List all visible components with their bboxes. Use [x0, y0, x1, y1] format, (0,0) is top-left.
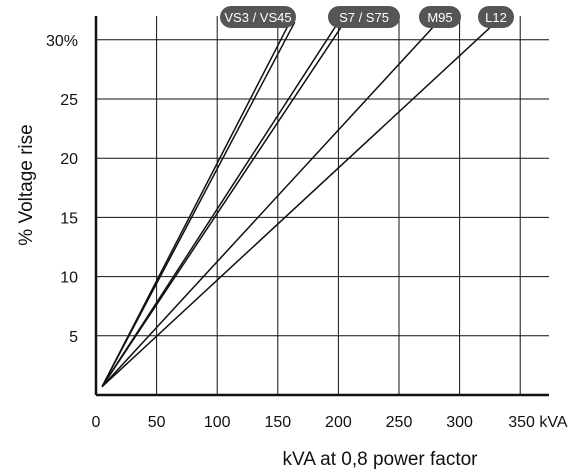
series-line	[101, 21, 497, 388]
series-label-pill: S7 / S75	[328, 6, 400, 28]
axes	[94, 16, 549, 397]
y-tick-label: 25	[60, 92, 78, 109]
series-label-bg	[419, 6, 461, 28]
x-tick-label: 50	[148, 414, 166, 431]
y-tick-labels: 5 10 15 20 25 30%	[46, 33, 78, 346]
x-tick-labels: 0 50 100 150 200 250 300 350 kVA	[92, 414, 568, 431]
x-tick-label: 150	[264, 414, 291, 431]
x-tick-label: 100	[204, 414, 231, 431]
y-axis-title: % Voltage rise	[16, 124, 37, 245]
series-label-bg	[220, 6, 296, 28]
series-label-text: VS3 / VS45	[224, 10, 291, 25]
x-tick-label: 350 kVA	[508, 414, 568, 431]
series-label-bg	[478, 6, 514, 28]
x-axis-title: kVA at 0,8 power factor	[282, 449, 478, 470]
series-line	[101, 21, 340, 388]
x-tick-label: 0	[92, 414, 101, 431]
series-lines	[101, 21, 497, 388]
y-tick-label: 10	[60, 270, 78, 287]
series-labels: VS3 / VS45 S7 / S75 M95 L12	[220, 6, 514, 28]
series-label-text: L12	[485, 10, 507, 25]
series-label-text: S7 / S75	[339, 10, 389, 25]
series-line	[101, 21, 439, 388]
series-label-pill: M95	[419, 6, 461, 28]
series-label-pill: L12	[478, 6, 514, 28]
y-tick-label: 5	[69, 329, 78, 346]
series-label-text: M95	[427, 10, 452, 25]
x-tick-label: 250	[386, 414, 413, 431]
y-tick-label: 30%	[46, 33, 78, 50]
series-line	[101, 21, 346, 388]
y-tick-label: 15	[60, 210, 78, 227]
series-label-bg	[328, 6, 400, 28]
series-line	[101, 21, 296, 388]
x-tick-label: 300	[446, 414, 473, 431]
y-tick-label: 20	[60, 151, 78, 168]
x-tick-label: 200	[325, 414, 352, 431]
grid	[96, 16, 549, 395]
series-label-pill: VS3 / VS45	[220, 6, 296, 28]
